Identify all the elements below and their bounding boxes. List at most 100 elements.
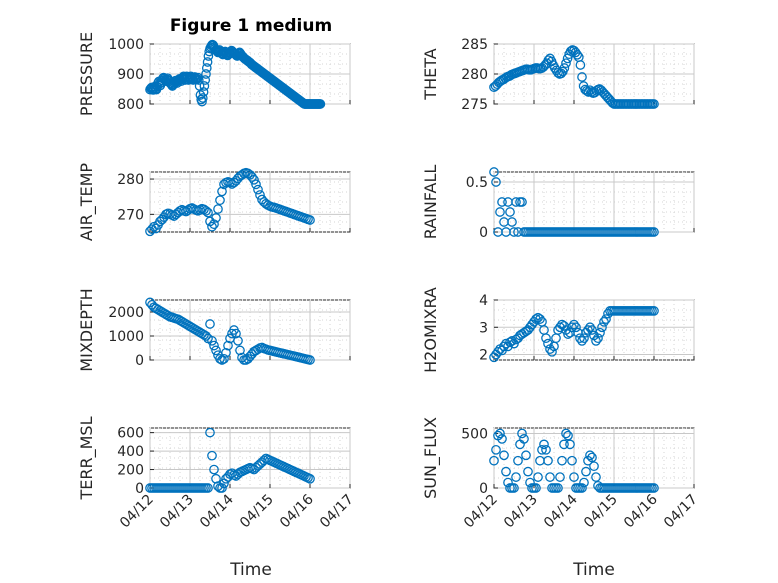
data-point <box>585 322 595 333</box>
x-tick-label: 04/15 <box>581 492 621 532</box>
y-tick-label: 1000 <box>108 37 144 53</box>
y-tick-label: 600 <box>117 426 144 442</box>
data-point <box>193 75 204 85</box>
data-point <box>575 333 585 344</box>
data-point <box>575 60 586 70</box>
y-tick-label: 0 <box>135 353 144 369</box>
x-tick-label: 04/14 <box>197 491 237 531</box>
y-tick-label: 1000 <box>108 329 144 345</box>
y-axis-label: RAINFALL <box>421 165 440 240</box>
y-tick-label: 280 <box>117 172 144 188</box>
data-point <box>649 483 659 493</box>
data-point <box>505 207 515 217</box>
series-points <box>145 167 315 237</box>
subplot-1: 800 900 1000 PRESSURE <box>77 32 351 116</box>
data-point <box>203 51 214 61</box>
data-point <box>513 455 523 466</box>
data-point <box>569 319 579 330</box>
data-point <box>565 439 575 450</box>
data-point <box>509 227 519 237</box>
data-point <box>571 322 581 333</box>
data-point <box>217 186 227 197</box>
data-point <box>207 335 217 346</box>
data-point <box>541 444 551 455</box>
x-tick-label: 04/17 <box>317 492 357 532</box>
x-axis-label-right: Time <box>572 560 615 580</box>
data-point <box>543 455 553 466</box>
data-point <box>649 306 659 316</box>
data-point <box>217 355 227 365</box>
data-point <box>203 207 213 218</box>
data-point <box>553 483 563 493</box>
x-tick-label: 04/15 <box>237 492 277 532</box>
data-point <box>523 466 533 477</box>
series-points <box>489 306 659 363</box>
x-axis-label-left: Time <box>229 560 272 580</box>
data-point <box>561 58 571 69</box>
data-point <box>509 483 519 493</box>
data-point <box>547 346 557 357</box>
data-point <box>215 195 225 206</box>
data-point <box>305 355 315 365</box>
x-tick-label: 04/13 <box>157 492 197 532</box>
y-axis-label: PRESSURE <box>77 32 96 116</box>
data-point <box>489 455 499 466</box>
y-tick-label: 0.5 <box>466 175 488 191</box>
data-point <box>556 68 567 79</box>
data-point <box>219 353 229 364</box>
data-point <box>545 472 555 482</box>
data-point <box>201 69 211 79</box>
y-axis-label: THETA <box>421 48 440 100</box>
subplot-6: 2 3 4 H2OMIXRA <box>421 287 695 373</box>
y-tick-label: 280 <box>461 67 488 83</box>
data-point <box>197 96 207 107</box>
data-point <box>213 204 223 214</box>
data-point <box>199 81 210 91</box>
data-point <box>231 328 241 339</box>
data-point <box>649 227 659 237</box>
y-tick-label: 285 <box>461 37 488 53</box>
data-point <box>507 217 517 227</box>
data-point <box>209 219 219 230</box>
data-point <box>195 90 206 100</box>
data-point <box>497 197 507 207</box>
data-point <box>593 333 603 344</box>
y-axis-label: AIR_TEMP <box>77 163 97 241</box>
data-point <box>501 466 511 477</box>
data-point <box>497 434 507 444</box>
subplot-4: 0 0.5 RAINFALL <box>421 165 695 241</box>
data-point <box>209 340 219 351</box>
x-tick-label: 04/12 <box>461 492 501 532</box>
data-point <box>251 179 261 190</box>
data-point <box>559 63 570 73</box>
data-point <box>315 99 326 109</box>
data-point <box>209 464 219 475</box>
data-point <box>567 322 577 333</box>
data-point <box>585 450 595 461</box>
y-tick-label: 200 <box>117 463 144 479</box>
data-point <box>491 444 501 455</box>
series-points <box>145 297 315 365</box>
data-point <box>211 213 221 223</box>
data-point <box>569 472 579 482</box>
y-tick-label: 0 <box>135 481 144 497</box>
series-points <box>145 427 315 493</box>
y-axis-label: TERR_MSL <box>77 416 97 500</box>
data-point <box>577 72 587 82</box>
data-point <box>198 87 209 97</box>
data-point <box>577 336 587 346</box>
data-point <box>499 450 509 461</box>
data-point <box>595 327 605 338</box>
data-point <box>577 483 587 493</box>
data-point <box>491 177 501 187</box>
data-point <box>253 184 263 195</box>
data-point <box>555 322 565 333</box>
data-point <box>505 337 515 348</box>
y-tick-label: 270 <box>117 207 144 223</box>
x-tick-label: 04/13 <box>501 492 541 532</box>
data-point <box>202 57 213 67</box>
data-point <box>531 314 541 324</box>
data-point <box>567 455 577 466</box>
data-point <box>597 322 607 333</box>
